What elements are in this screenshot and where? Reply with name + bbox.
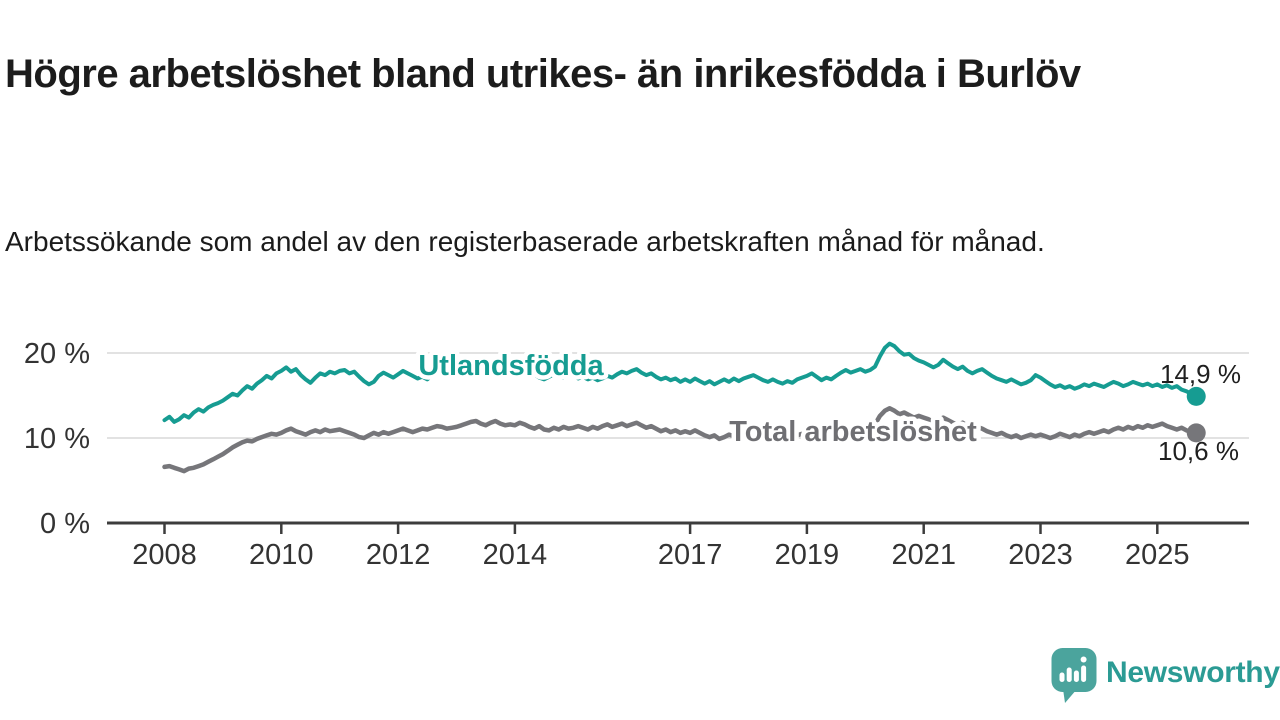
x-axis-tick-label: 2012: [366, 539, 431, 571]
series-label-utlandsfodda: Utlandsfödda: [418, 350, 604, 382]
x-axis-tick-label: 2017: [658, 539, 723, 571]
page-subtitle: Arbetssökande som andel av den registerb…: [5, 226, 1045, 257]
x-axis-tick-label: 2019: [775, 539, 840, 571]
x-axis-tick-label: 2023: [1008, 539, 1073, 571]
x-axis-tick-label: 2014: [483, 539, 548, 571]
x-axis-tick-label: 2010: [249, 539, 314, 571]
series-line-utlandsfodda: [162, 341, 1199, 424]
newsworthy-logo: Newsworthy: [1050, 645, 1280, 707]
speech-bubble-bar-chart-icon: [1051, 648, 1097, 703]
newsworthy-logo-text: Newsworthy: [1106, 656, 1280, 689]
end-dot-total: [1186, 423, 1206, 443]
page-title: Högre arbetslöshet bland utrikes- än inr…: [5, 51, 1081, 96]
y-axis-tick-label: 20 %: [24, 338, 90, 370]
end-dot-utlandsfodda: [1186, 386, 1206, 406]
end-value-label-total: 10,6 %: [1158, 436, 1239, 466]
series-label-total: Total arbetslöshet: [729, 416, 977, 448]
x-axis-tick-label: 2021: [891, 539, 956, 571]
y-axis-tick-label: 10 %: [24, 423, 90, 455]
end-value-label-utlandsfodda: 14,9 %: [1160, 359, 1241, 389]
x-axis-tick-label: 2025: [1125, 539, 1190, 571]
y-axis-tick-label: 0 %: [40, 508, 90, 540]
series-line-total: [162, 406, 1199, 474]
x-axis-tick-label: 2008: [132, 539, 197, 571]
